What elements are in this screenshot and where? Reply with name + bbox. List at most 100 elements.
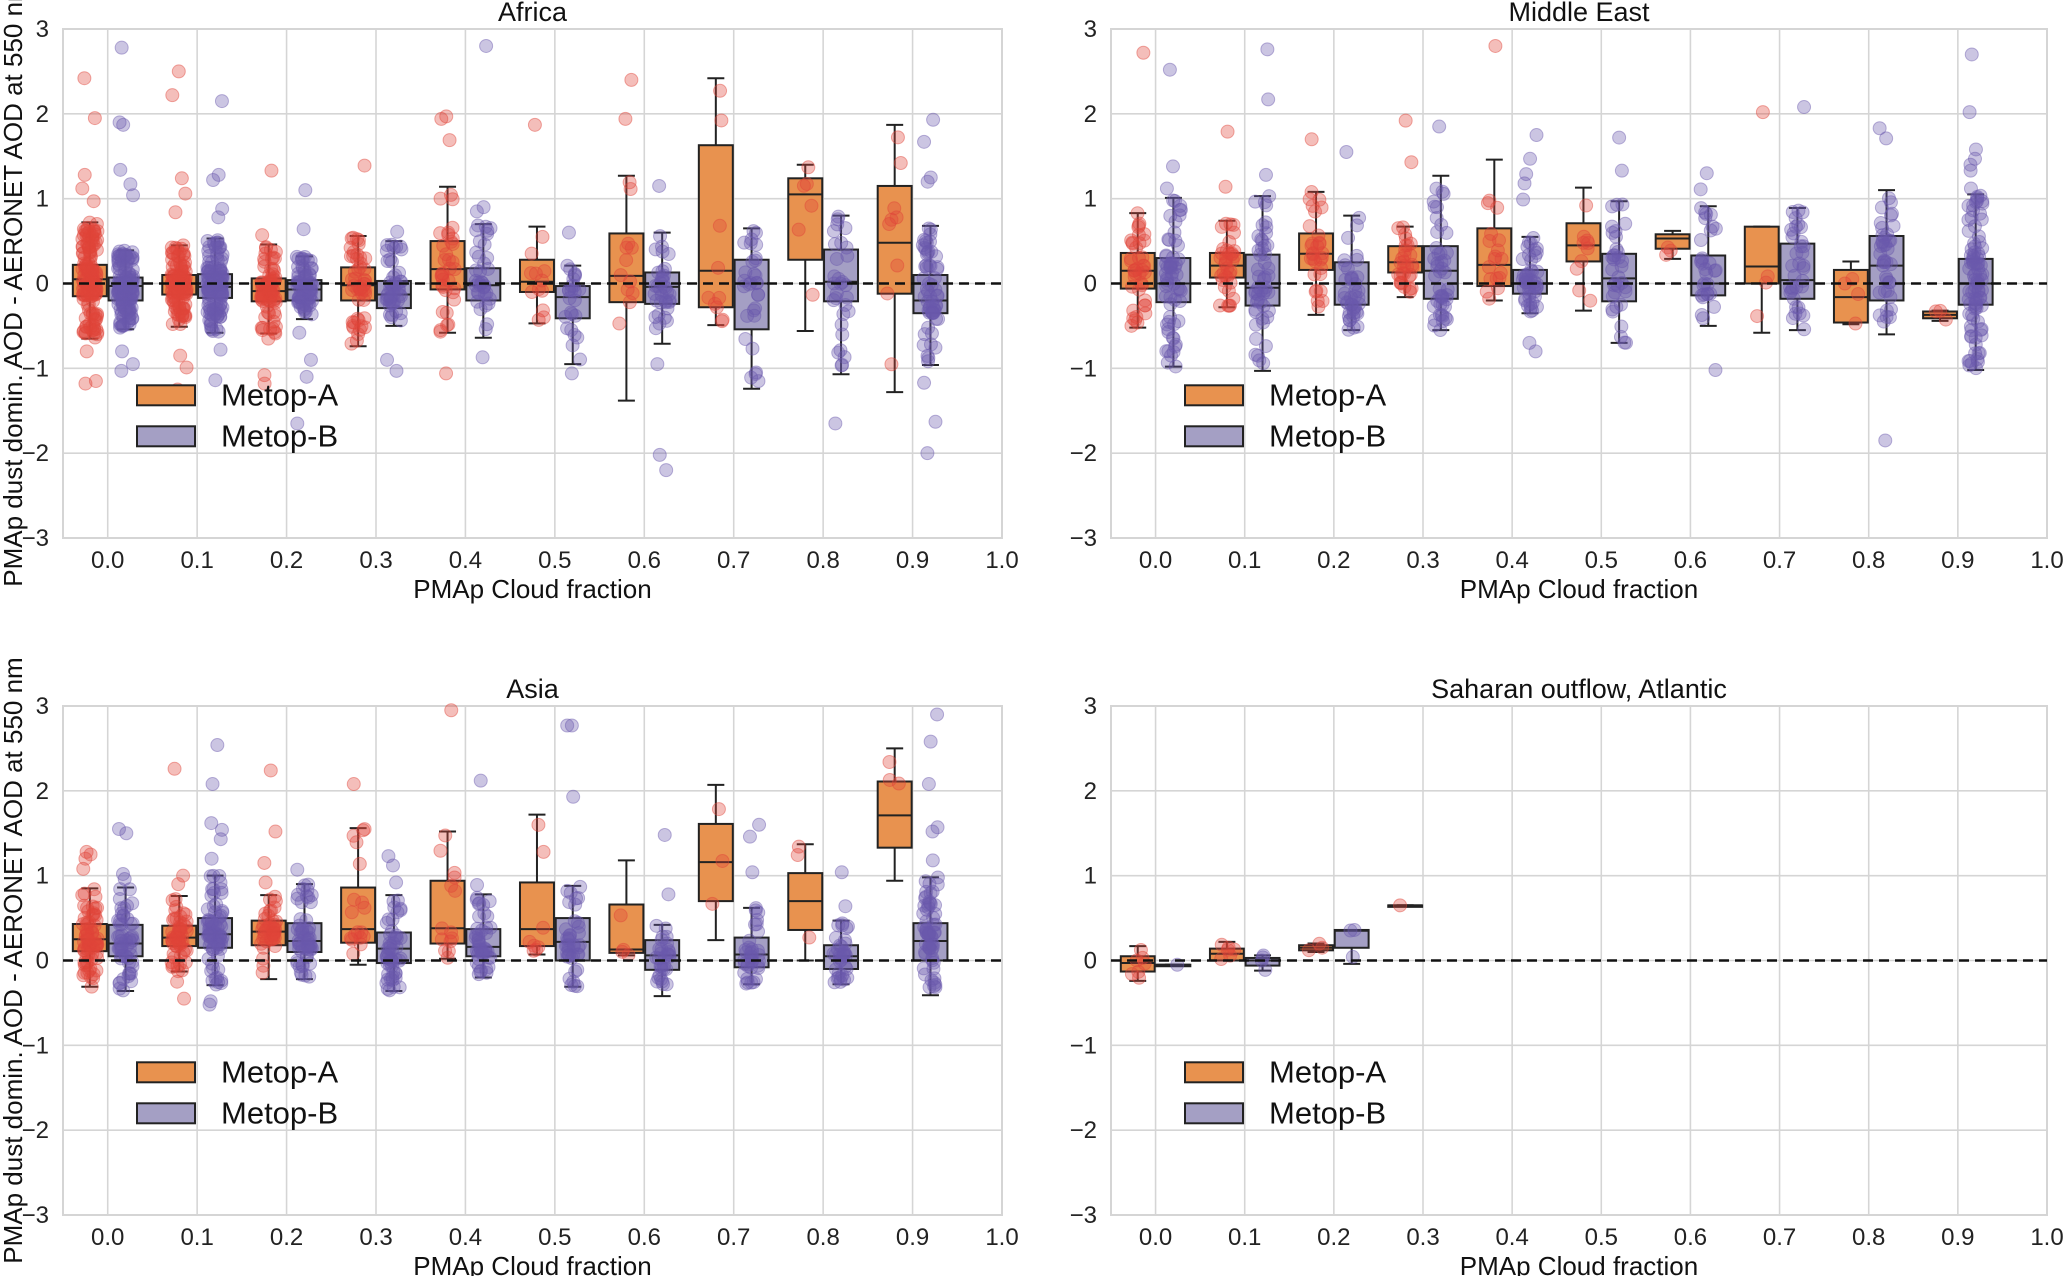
x-tick-label: 0.8 [1852, 547, 1885, 574]
data-point [344, 336, 359, 351]
y-tick-label: −2 [1070, 1117, 1097, 1144]
data-point [835, 916, 850, 931]
data-point [171, 249, 186, 264]
data-point [616, 942, 631, 957]
data-point [75, 239, 90, 254]
outlier-point [564, 366, 579, 381]
outlier-point [174, 171, 189, 186]
box-metop-a-0.0 [1119, 942, 1156, 985]
data-point [85, 294, 100, 309]
y-tick-label: 1 [36, 186, 49, 213]
data-point [115, 246, 130, 261]
data-point [85, 307, 100, 322]
data-point [166, 293, 181, 308]
data-point [1572, 283, 1587, 298]
data-point [123, 291, 138, 306]
data-point [111, 285, 126, 300]
data-point [1973, 290, 1988, 305]
data-point [122, 304, 137, 319]
outlier-point [618, 111, 633, 126]
data-point [882, 754, 897, 769]
box-metop-a-0.9 [876, 747, 913, 882]
outlier-point [292, 325, 307, 340]
data-point [1966, 256, 1981, 271]
data-point [115, 318, 130, 333]
data-point [87, 224, 102, 239]
outlier-point [202, 997, 217, 1012]
data-point [563, 305, 578, 320]
data-point [1848, 316, 1863, 331]
data-point [118, 247, 133, 262]
data-point [76, 281, 91, 296]
data-point [433, 843, 448, 858]
outlier-point [1964, 47, 1979, 62]
data-point [166, 286, 181, 301]
outlier-point [1699, 166, 1714, 181]
data-point [263, 321, 278, 336]
outlier-point [921, 777, 936, 792]
data-point [791, 839, 806, 854]
data-point [447, 865, 462, 880]
outlier-point [1258, 167, 1273, 182]
outlier-point [439, 109, 454, 124]
outlier-point [470, 877, 485, 892]
outlier-point [434, 111, 449, 126]
outlier-point [264, 163, 279, 178]
data-point [268, 326, 283, 341]
data-point [536, 310, 551, 325]
data-point [831, 209, 846, 224]
data-point [113, 315, 128, 330]
data-point [535, 229, 550, 244]
outlier-point [1165, 159, 1180, 174]
data-point [80, 226, 95, 241]
data-point [84, 289, 99, 304]
data-point [123, 306, 138, 321]
data-point [119, 302, 134, 317]
outlier-point [296, 222, 311, 237]
data-point [1225, 253, 1240, 268]
outlier-point [125, 357, 140, 372]
data-point [164, 245, 179, 260]
data-point [1797, 322, 1812, 337]
outlier-point [1614, 163, 1629, 178]
data-point [75, 239, 90, 254]
outlier-point [469, 204, 484, 219]
box-metop-a-0.9 [876, 123, 913, 394]
legend-swatch-metop-b [136, 1102, 196, 1125]
data-point [117, 291, 132, 306]
data-point [445, 231, 460, 246]
data-point [528, 266, 543, 281]
data-point [178, 297, 193, 312]
data-point [1304, 185, 1319, 200]
data-point [122, 250, 137, 265]
data-point [351, 236, 366, 251]
data-point [435, 269, 450, 284]
box-metop-b-0.4 [465, 773, 502, 982]
data-point [122, 303, 137, 318]
x-tick-label: 1.0 [2030, 547, 2063, 574]
outlier-point [1693, 182, 1708, 197]
data-point [347, 315, 362, 330]
data-point [1262, 189, 1277, 204]
outlier-point [171, 877, 186, 892]
data-point [119, 271, 134, 286]
outlier-point [838, 899, 853, 914]
series-metop-a [71, 64, 913, 402]
x-tick-label: 0.9 [896, 547, 929, 574]
data-point [115, 928, 130, 943]
outlier-point [917, 134, 932, 149]
data-point [441, 252, 456, 267]
outlier-point [1432, 119, 1447, 134]
data-point [80, 236, 95, 251]
x-tick-label: 0.3 [359, 547, 392, 574]
data-point [78, 325, 93, 340]
legend-swatch-metop-b [1184, 425, 1244, 448]
box-metop-b-0.0 [107, 40, 144, 378]
outlier-point [79, 344, 94, 359]
data-point [264, 903, 279, 918]
data-point [178, 270, 193, 285]
data-point [478, 298, 493, 313]
data-point [435, 266, 450, 281]
data-point [176, 247, 191, 262]
data-point [1310, 293, 1325, 308]
